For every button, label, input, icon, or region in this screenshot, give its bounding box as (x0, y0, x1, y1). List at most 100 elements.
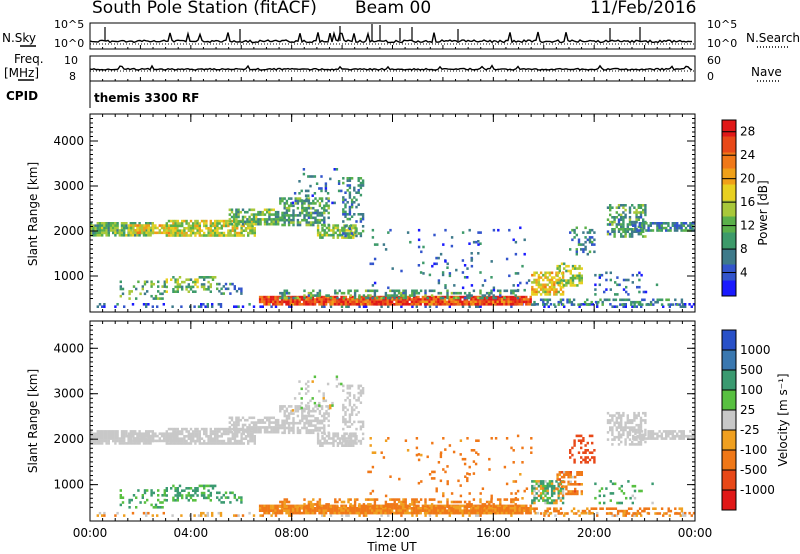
echo-cell (357, 399, 360, 402)
echo-cell (287, 405, 291, 408)
echo-cell (571, 490, 575, 493)
echo-cell (479, 500, 482, 504)
echo-cell (291, 509, 295, 512)
echo-cell (123, 234, 126, 237)
echo-cell (361, 184, 365, 187)
echo-cell (417, 291, 421, 295)
echo-cell (479, 289, 482, 293)
echo-cell (305, 511, 308, 515)
echo-cell (251, 219, 254, 223)
echo-cell (373, 500, 377, 504)
echo-cell (434, 303, 438, 306)
echo-cell (205, 442, 208, 445)
echo-cell (172, 231, 175, 235)
echo-cell (316, 229, 320, 232)
echo-cell (573, 439, 576, 442)
beam-label: Beam 00 (355, 0, 432, 18)
echo-cell (103, 305, 106, 308)
echo-cell (625, 285, 628, 289)
echo-cell (649, 430, 652, 433)
echo-cell (248, 511, 251, 515)
echo-cell (149, 226, 153, 230)
echo-cell (580, 483, 583, 486)
echo-cell (114, 514, 117, 517)
echo-cell (320, 419, 324, 423)
echo-cell (219, 305, 223, 308)
echo-cell (289, 298, 293, 301)
echo-cell (251, 437, 254, 440)
echo-cell (160, 224, 164, 227)
echo-cell (294, 202, 297, 205)
echo-cell (98, 303, 102, 306)
echo-cell (622, 278, 626, 282)
echo-cell (399, 507, 403, 510)
echo-cell (644, 421, 647, 425)
echo-cell (325, 231, 329, 235)
echo-cell (323, 206, 326, 210)
echo-cell (318, 511, 321, 515)
echo-cell (244, 229, 248, 232)
echo-cell (189, 288, 193, 291)
echo-cell (309, 216, 313, 220)
echo-cell (397, 500, 401, 504)
echo-cell (633, 428, 636, 432)
echo-cell (219, 514, 223, 517)
echo-cell (307, 380, 310, 383)
echo-cell (546, 482, 549, 486)
echo-cell (560, 471, 564, 474)
echo-cell (290, 409, 293, 413)
echo-cell (174, 437, 177, 440)
echo-cell (189, 227, 193, 230)
echo-cell (174, 219, 177, 223)
echo-cell (263, 220, 267, 224)
echo-cell (287, 303, 290, 306)
echo-cell (222, 224, 226, 228)
echo-cell (130, 226, 133, 230)
echo-cell (196, 439, 199, 443)
echo-cell (457, 500, 460, 504)
echo-cell (321, 236, 324, 239)
echo-cell (419, 509, 422, 512)
echo-cell (514, 298, 517, 301)
echo-cell (547, 514, 550, 517)
echo-cell (287, 298, 290, 301)
echo-cell (373, 509, 376, 512)
echo-cell (443, 298, 447, 301)
echo-cell (283, 426, 286, 430)
echo-cell (231, 282, 234, 286)
echo-cell (218, 289, 221, 293)
echo-cell (468, 294, 471, 297)
echo-cell (638, 507, 642, 510)
echo-cell (309, 202, 313, 205)
echo-cell (247, 442, 250, 445)
echo-cell (417, 481, 421, 485)
echo-cell (652, 303, 655, 306)
echo-cell (196, 435, 199, 438)
echo-cell (349, 298, 352, 301)
echo-cell (368, 511, 372, 515)
echo-cell (352, 224, 355, 227)
echo-cell (351, 504, 354, 508)
echo-cell (555, 499, 558, 502)
echo-cell (281, 407, 284, 411)
echo-cell (499, 500, 502, 504)
echo-cell (571, 284, 575, 287)
echo-cell (289, 511, 293, 515)
echo-cell (567, 279, 570, 282)
echo-cell (348, 418, 352, 421)
echo-cell (129, 229, 132, 232)
echo-cell (348, 217, 352, 221)
echo-cell (516, 296, 520, 300)
echo-cell (569, 473, 572, 476)
echo-cell (176, 439, 179, 443)
echo-cell (181, 432, 184, 436)
echo-cell (380, 305, 383, 308)
echo-cell (240, 442, 243, 445)
echo-cell (214, 234, 217, 237)
echo-cell (569, 480, 572, 484)
echo-cell (590, 507, 593, 510)
echo-cell (152, 226, 155, 230)
echo-cell (395, 300, 398, 304)
echo-cell (176, 489, 179, 492)
echo-cell (274, 418, 278, 422)
